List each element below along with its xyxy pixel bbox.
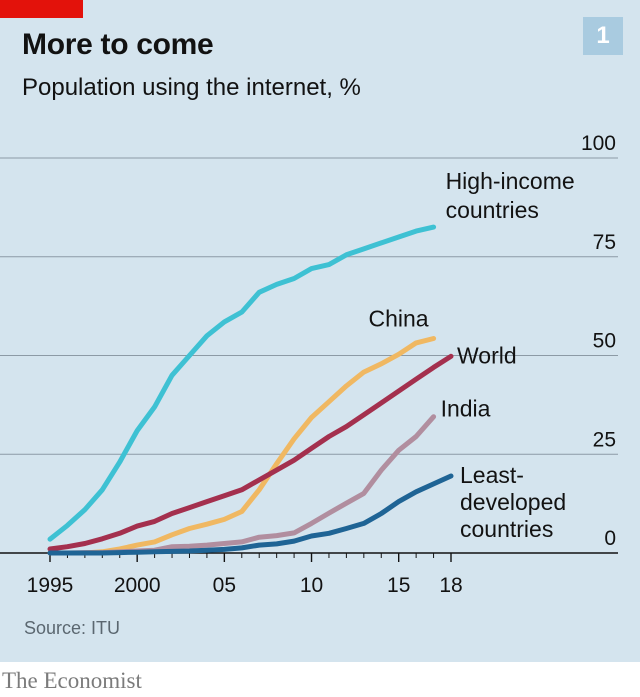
x-tick-label-10: 10 xyxy=(300,574,323,597)
x-tick-label-18: 18 xyxy=(439,574,462,597)
x-tick-label-15: 15 xyxy=(387,574,410,597)
series-line-world xyxy=(47,353,454,552)
series-label-india: India xyxy=(441,396,491,422)
chart-number-badge: 1 xyxy=(583,17,623,55)
y-tick-label-0: 0 xyxy=(604,527,616,550)
chart-panel: More to come Population using the intern… xyxy=(0,0,640,662)
source-note: Source: ITU xyxy=(24,618,121,638)
series-lines xyxy=(47,224,454,556)
x-tick-label-2000: 2000 xyxy=(114,574,161,597)
series-line-china xyxy=(47,336,437,556)
brand-red-tag xyxy=(0,0,83,18)
line-chart: 0 25 50 75 100 1995 2000 05 10 15 18 High-income c… xyxy=(0,132,618,597)
series-line-least-developed-countries xyxy=(47,473,454,556)
y-tick-label-100: 100 xyxy=(581,132,616,155)
x-axis-tick-labels: 1995 2000 05 10 15 18 xyxy=(27,553,463,597)
series-labels: High-income countries China World India Least… xyxy=(368,168,574,542)
y-tick-label-75: 75 xyxy=(593,231,616,254)
x-tick-label-1995: 1995 xyxy=(27,574,74,597)
publisher-brand: The Economist xyxy=(2,668,142,693)
y-tick-label-50: 50 xyxy=(593,330,616,353)
chart-subtitle: Population using the internet, % xyxy=(22,74,361,101)
x-tick-label-05: 05 xyxy=(213,574,236,597)
y-tick-label-25: 25 xyxy=(593,428,616,451)
series-line-high-income-countries xyxy=(47,224,437,542)
y-axis-tick-labels: 0 25 50 75 100 xyxy=(581,132,616,550)
series-label-least-developed-countries: Least-developed countries xyxy=(460,462,566,542)
series-label-china: China xyxy=(368,306,428,332)
series-label-high-income-countries: High-income countries xyxy=(446,168,575,223)
series-label-world: World xyxy=(457,342,517,368)
chart-title: More to come xyxy=(22,28,214,61)
